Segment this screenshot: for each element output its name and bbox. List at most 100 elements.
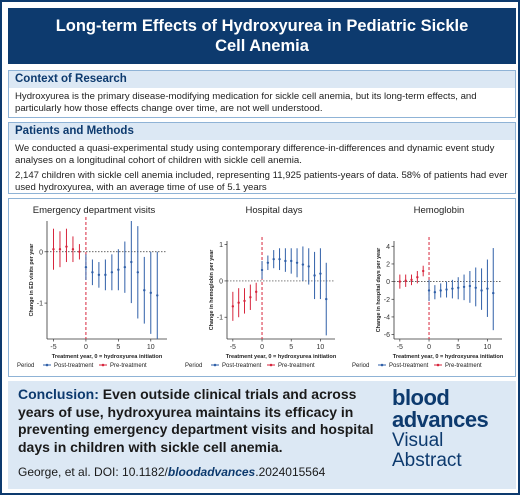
chart-2-pre-point — [237, 301, 240, 304]
chart-2-legend-dot-pre — [269, 363, 273, 367]
chart-3-x-tick-label: 10 — [484, 344, 492, 351]
chart-3-y-tick-label: -2 — [384, 297, 390, 304]
chart-2-x-label: Treatment year, 0 = hydroxyurea initiati… — [226, 354, 337, 360]
chart-1-pre-point — [58, 248, 62, 251]
chart-2-pre-point — [243, 299, 246, 303]
chart-3-post-point — [445, 288, 448, 291]
chart-1-x-label: Treatment year, 0 = hydroxyurea initiati… — [52, 354, 163, 360]
chart-2-pre-point — [254, 290, 258, 294]
chart-1-pre-point — [71, 248, 75, 251]
chart-3-post-point — [480, 289, 483, 292]
chart-3-post-point — [474, 286, 477, 289]
chart-1-x-tick-label: 10 — [147, 344, 155, 351]
chart-3-post-point — [427, 289, 431, 292]
chart-1-post-point — [110, 271, 114, 274]
chart-1-post-point — [149, 291, 152, 295]
citation-suffix: .2024015564 — [255, 465, 326, 479]
chart-1-legend-label-pre: Pre-treatment — [110, 363, 147, 369]
chart-2-legend-title: Period — [185, 363, 202, 369]
chart-1-pre-point — [52, 248, 55, 251]
chart-2-pre-point — [249, 296, 252, 299]
chart-3-legend-dot-post — [380, 363, 384, 367]
chart-3-pre-point — [410, 278, 413, 282]
methods-paragraph-1: We conducted a quasi-experimental study … — [15, 143, 495, 166]
chart-3-y-tick-label: 0 — [386, 279, 390, 286]
chart-3-y-label: Change in hospital days per year — [376, 247, 382, 332]
chart-1-y-tick-label: -1 — [37, 301, 43, 308]
chart-2-post-point — [295, 261, 299, 264]
methods-section: Patients and Methods We conducted a quas… — [8, 122, 516, 194]
chart-1-post-point — [156, 294, 159, 297]
logo-line-4: Abstract — [392, 450, 462, 471]
chart-2-legend-label-pre: Pre-treatment — [278, 363, 315, 369]
logo-line-2: advances — [392, 407, 489, 432]
chart-2-y-label: Change in hemoglobin per year — [209, 249, 215, 330]
chart-1-legend-title: Period — [17, 363, 34, 369]
conclusion-section: Conclusion: Even outside clinical trials… — [8, 381, 516, 489]
chart-3-x-tick-label: 5 — [456, 344, 460, 351]
chart-3-post-point — [457, 286, 460, 289]
charts-panel: Emergency department visits -5 0 5 10 0 -1 Trea… — [8, 198, 516, 377]
chart-1-post-point — [117, 268, 120, 271]
citation: George, et al. DOI: 10.1182/bloodadvance… — [18, 465, 325, 479]
chart-3-pre-point — [421, 269, 425, 273]
chart-3-y-tick-label: -6 — [384, 332, 390, 339]
chart-1-pre-point — [78, 250, 81, 253]
chart-3-post-point — [462, 285, 466, 289]
chart-3-post-point — [486, 287, 489, 290]
citation-prefix: George, et al. DOI: 10.1182/ — [18, 465, 168, 479]
methods-paragraph-2: 2,147 children with sickle cell anemia i… — [15, 170, 508, 193]
chart-3-legend-title: Period — [352, 363, 369, 369]
chart-3-pre-point — [404, 279, 407, 282]
chart-2-x-tick-label: 5 — [289, 344, 293, 351]
chart-1-post-point — [130, 260, 133, 264]
chart-2-title: Hospital days — [245, 205, 302, 216]
chart-1-y-tick-label: 0 — [39, 249, 43, 256]
chart-2-legend-label-post: Post-treatment — [222, 363, 262, 369]
chart-2-post-point — [290, 259, 293, 263]
chart-1-legend-dot-pre — [101, 363, 105, 367]
chart-2-post-point — [266, 261, 270, 264]
chart-3-title: Hemoglobin — [414, 205, 465, 216]
chart-1-post-point — [123, 265, 127, 269]
chart-1-x-tick-label: 0 — [84, 344, 88, 351]
conclusion-text: Conclusion: Even outside clinical trials… — [18, 386, 378, 456]
blood-advances-logo: blood advances Visual Abstract — [392, 387, 510, 483]
chart-3-y-tick-label: -4 — [384, 314, 390, 321]
chart-1-pre-point — [65, 245, 68, 248]
chart-2-x-tick-label: 0 — [260, 344, 264, 351]
conclusion-body: Even outside clinical trials and across … — [18, 386, 374, 455]
chart-2-x-tick-label: -5 — [230, 344, 236, 351]
chart-1-x-tick-label: -5 — [50, 344, 56, 351]
chart-3-post-point — [468, 284, 472, 288]
charts-svg: Emergency department visits -5 0 5 10 0 -1 Trea… — [17, 205, 504, 369]
chart-3-y-tick-label: 2 — [386, 261, 390, 268]
chart-1-post-point — [97, 273, 101, 277]
chart-1-title: Emergency department visits — [33, 205, 156, 216]
chart-2-post-point — [325, 297, 328, 301]
page-title: Long-term Effects of Hydroxyurea in Pedi… — [8, 8, 516, 64]
chart-1-post-point — [143, 289, 146, 292]
chart-2-post-point — [278, 257, 281, 261]
chart-1-post-point — [84, 265, 88, 269]
chart-1-legend-dot-post — [45, 363, 49, 367]
chart-1-legend-label-post: Post-treatment — [54, 363, 94, 369]
chart-3-pre-point — [398, 280, 402, 283]
chart-1-x-tick-label: 5 — [116, 344, 120, 351]
chart-3-post-point — [451, 287, 454, 290]
chart-1-post-point — [91, 271, 94, 274]
chart-3-x-tick-label: 0 — [427, 344, 431, 351]
chart-2-legend-dot-post — [213, 363, 217, 367]
logo-line-1: blood — [392, 385, 450, 410]
chart-2-post-point — [284, 259, 287, 263]
chart-3-x-label: Treatment year, 0 = hydroxyurea initiati… — [393, 354, 504, 360]
chart-2-post-point — [313, 274, 316, 277]
chart-3-x-tick-label: -5 — [397, 344, 403, 351]
context-text: Hydroxyurea is the primary disease-modif… — [15, 91, 477, 114]
conclusion-lead: Conclusion: — [18, 386, 99, 402]
context-section: Context of Research Hydroxyurea is the p… — [8, 70, 516, 118]
chart-1-y-label: Change in ED visits per year — [29, 243, 35, 317]
chart-3-post-point — [492, 291, 495, 295]
context-heading: Context of Research — [9, 71, 515, 88]
